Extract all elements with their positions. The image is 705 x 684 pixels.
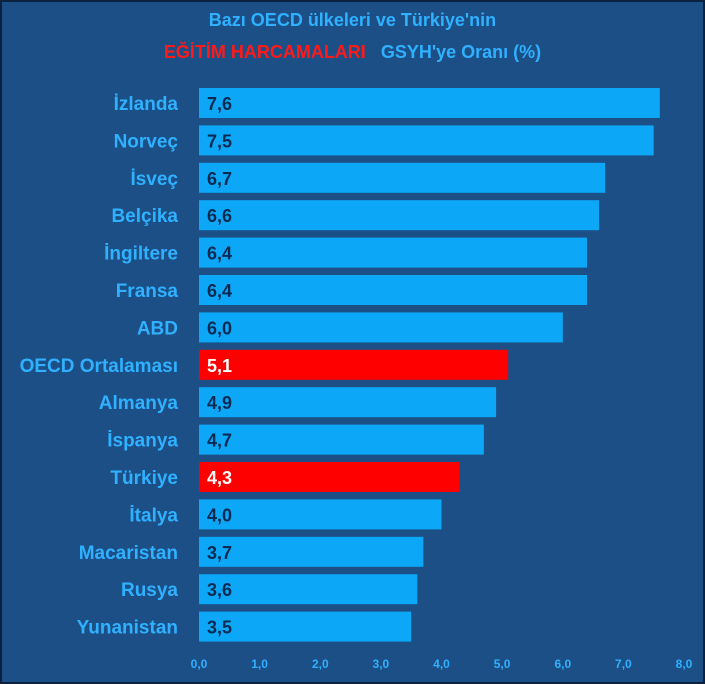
chart-title-line1: Bazı OECD ülkeleri ve Türkiye'nin: [208, 10, 497, 30]
chart-title-line2: EĞİTİM HARCAMALARI GSYH'ye Oranı (%): [0, 42, 705, 63]
data-label: 6,4: [207, 244, 232, 264]
chart-title-highlight: EĞİTİM HARCAMALARI: [163, 42, 366, 62]
bar: [199, 536, 424, 567]
category-label: İspanya: [107, 431, 178, 452]
category-label: İtalya: [129, 505, 178, 526]
data-label: 6,4: [207, 281, 232, 301]
bar: [199, 275, 587, 305]
x-tick-label: 8,0: [676, 657, 693, 671]
data-label: 7,6: [207, 94, 232, 114]
bar: [199, 88, 660, 118]
x-tick-label: 7,0: [615, 657, 632, 671]
bar: [199, 200, 600, 231]
category-label: Almanya: [99, 393, 179, 414]
x-tick-label: 0,0: [191, 657, 208, 671]
category-label: Fransa: [116, 281, 179, 302]
data-label: 6,6: [207, 206, 232, 226]
x-tick-label: 1,0: [251, 657, 268, 671]
category-label: Belçika: [111, 206, 178, 227]
data-label: 4,7: [207, 431, 232, 451]
category-label: İngiltere: [104, 244, 178, 265]
bar: [199, 237, 587, 268]
bar: [199, 125, 654, 156]
category-label: Macaristan: [79, 543, 178, 564]
category-label: İzlanda: [114, 94, 179, 115]
data-label: 4,0: [207, 505, 232, 525]
data-label: 7,5: [207, 131, 232, 151]
bar: [199, 312, 563, 343]
x-tick-label: 3,0: [373, 657, 390, 671]
bar: [199, 387, 497, 418]
data-label: 3,6: [207, 580, 232, 600]
x-tick-label: 2,0: [312, 657, 329, 671]
data-label: 3,7: [207, 543, 232, 563]
bar: [199, 499, 442, 530]
category-label: Norveç: [114, 131, 179, 152]
category-label: Türkiye: [110, 468, 178, 489]
bar: [199, 349, 509, 380]
bar: [199, 424, 484, 455]
category-label: ABD: [137, 318, 178, 339]
bar: [199, 462, 460, 492]
chart-title-rest: GSYH'ye Oranı (%): [380, 42, 542, 62]
x-tick-label: 5,0: [494, 657, 511, 671]
category-label: İsveç: [130, 169, 178, 190]
category-label: Yunanistan: [77, 618, 178, 639]
category-label: Rusya: [121, 580, 178, 601]
bar: [199, 162, 606, 193]
bar: [199, 574, 418, 605]
data-label: 5,1: [207, 356, 232, 376]
x-tick-label: 6,0: [554, 657, 571, 671]
x-tick-label: 4,0: [433, 657, 450, 671]
data-label: 3,5: [207, 618, 232, 638]
bar: [199, 611, 412, 642]
category-label: OECD Ortalaması: [20, 356, 178, 377]
data-label: 4,3: [207, 468, 232, 488]
data-label: 6,7: [207, 169, 232, 189]
data-label: 4,9: [207, 393, 232, 413]
data-label: 6,0: [207, 318, 232, 338]
